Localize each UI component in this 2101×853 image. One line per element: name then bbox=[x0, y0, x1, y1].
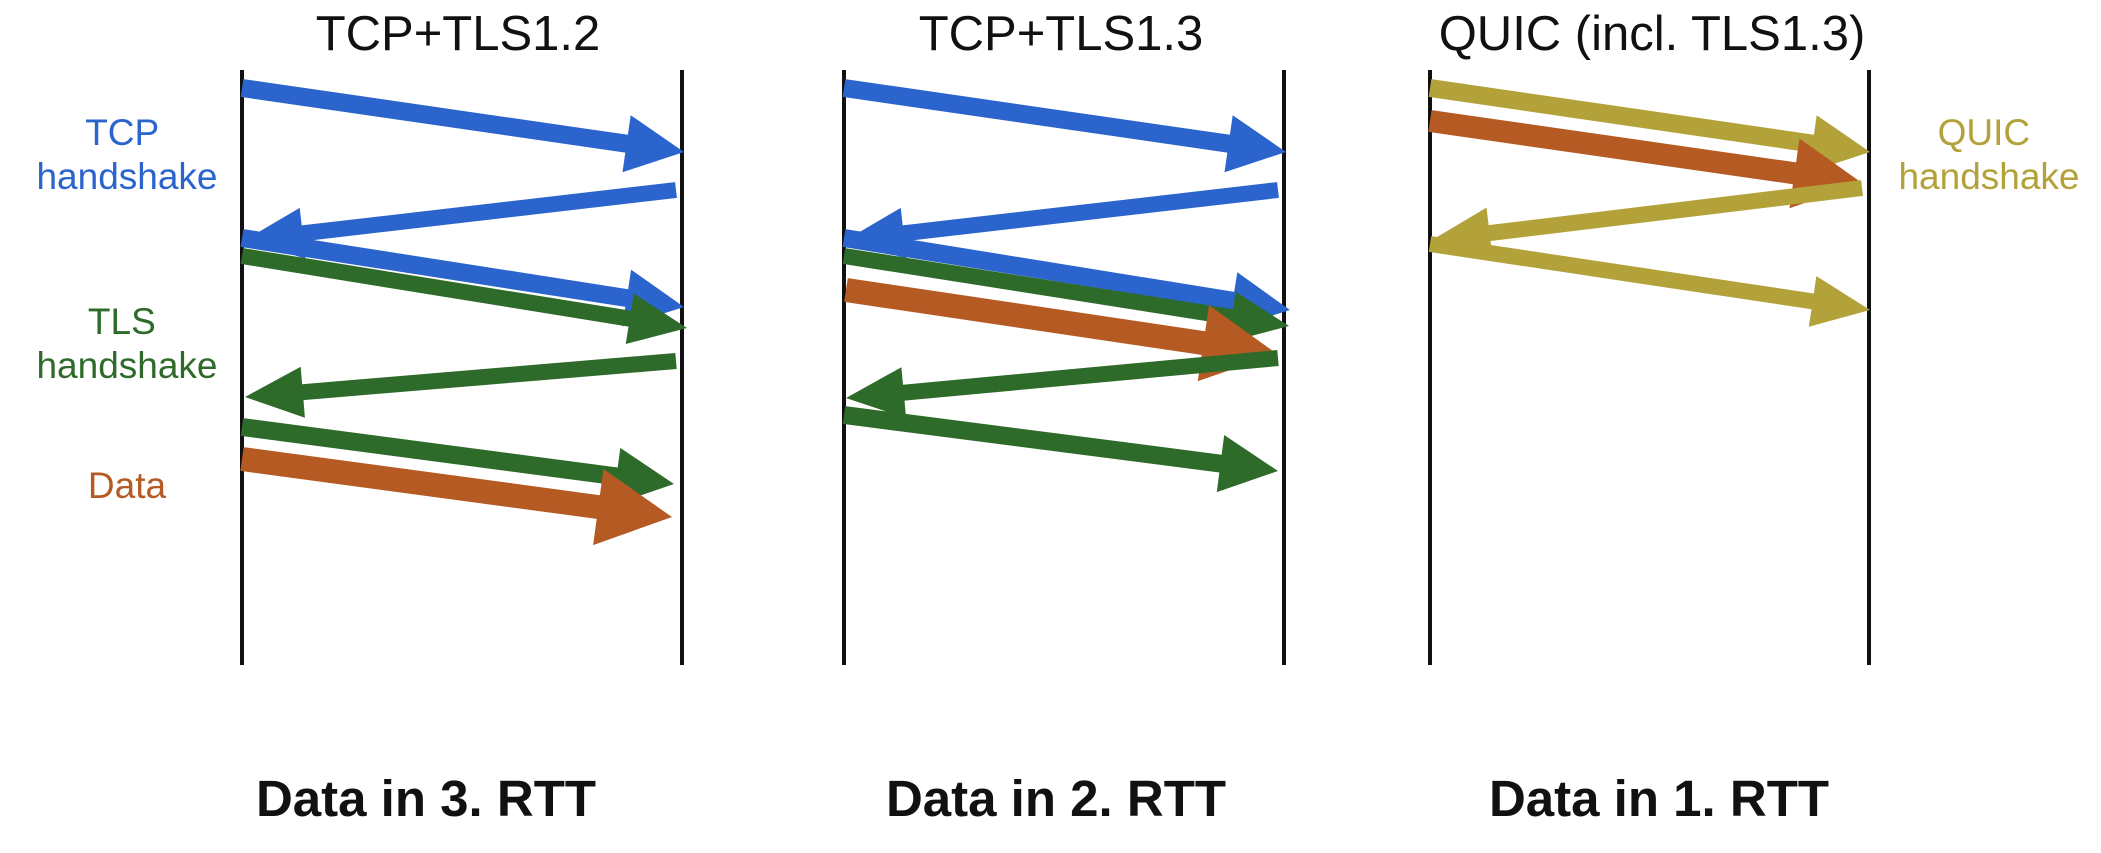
arrow-tls-server-hello-panel-1 bbox=[245, 353, 677, 418]
arrow-tls-client-hello-panel-2 bbox=[842, 248, 1289, 343]
panel-title-tcp-tls12: TCP+TLS1.2 bbox=[316, 7, 601, 61]
legend-quic-line2: handshake bbox=[1898, 156, 2079, 197]
legend-quic-line1: QUIC bbox=[1938, 112, 2031, 153]
arrow-tls-finished-panel-1 bbox=[240, 418, 675, 505]
arrow-tcp-ack-panel-2 bbox=[842, 229, 1290, 330]
arrow-tls-finished-panel-2 bbox=[842, 406, 1278, 493]
arrow-quic-server-hello-panel-3 bbox=[1432, 180, 1863, 259]
arrow-tls-client-hello-panel-1 bbox=[240, 248, 687, 344]
legend-tcp-label: TCP handshake bbox=[36, 112, 217, 197]
legend-data-label: Data bbox=[88, 465, 167, 506]
legend-tcp-line1: TCP bbox=[85, 112, 158, 153]
panel-title-quic: QUIC (incl. TLS1.3) bbox=[1439, 7, 1866, 61]
legend-tls-label: TLS handshake bbox=[36, 301, 217, 386]
panel-title-tcp-tls13: TCP+TLS1.3 bbox=[919, 7, 1204, 61]
legend-tcp-line2: handshake bbox=[36, 156, 217, 197]
arrow-tcp-ack-panel-1 bbox=[240, 229, 684, 327]
arrow-tcp-syn-ack-panel-1 bbox=[245, 182, 677, 259]
arrow-tcp-syn-panel-1 bbox=[240, 79, 684, 173]
caption-tcp-tls12: Data in 3. RTT bbox=[256, 770, 596, 827]
arrow-tcp-syn-panel-2 bbox=[842, 79, 1286, 173]
legend-tls-line2: handshake bbox=[36, 345, 217, 386]
arrow-quic-initial-panel-3 bbox=[1428, 79, 1870, 173]
caption-quic: Data in 1. RTT bbox=[1489, 770, 1829, 827]
arrow-layer bbox=[240, 79, 1870, 546]
legend-tls-line1: TLS bbox=[88, 301, 156, 342]
arrow-data-panel-3 bbox=[1428, 110, 1862, 209]
arrow-data-panel-1 bbox=[240, 447, 672, 546]
arrow-data-panel-2 bbox=[844, 278, 1277, 382]
arrow-tls-server-hello-panel-2 bbox=[846, 350, 1279, 419]
arrow-quic-finished-panel-3 bbox=[1428, 236, 1870, 327]
legend-quic-label: QUIC handshake bbox=[1898, 112, 2079, 197]
caption-tcp-tls13: Data in 2. RTT bbox=[886, 770, 1226, 827]
arrow-tcp-syn-ack-panel-2 bbox=[846, 182, 1279, 259]
